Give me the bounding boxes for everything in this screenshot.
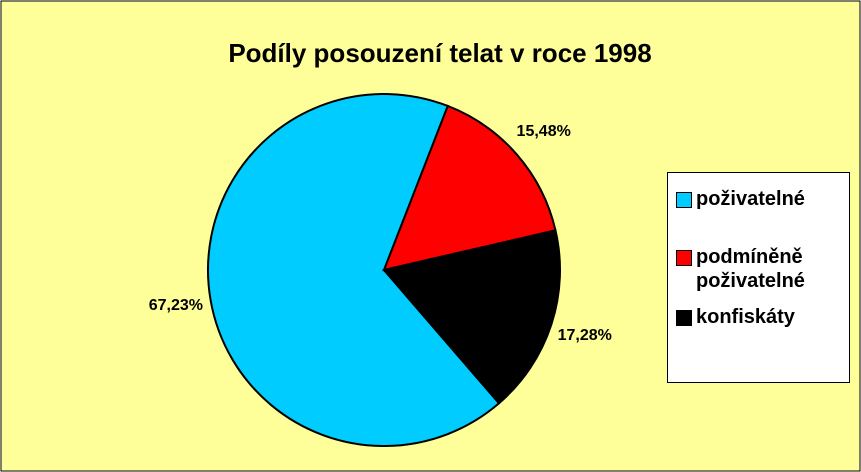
- legend-label: podmíněně poživatelné: [696, 246, 805, 292]
- chart-title: Podíly posouzení telat v roce 1998: [228, 38, 651, 68]
- legend-item: konfiskáty: [676, 305, 845, 329]
- legend-swatch: [676, 310, 692, 326]
- data-label: 17,28%: [558, 327, 612, 344]
- legend-swatch: [676, 192, 692, 208]
- data-label: 15,48%: [517, 123, 571, 140]
- pie-slice: [207, 93, 501, 447]
- legend: poživatelné podmíněně poživatelné konfiská…: [667, 172, 850, 383]
- pie-slice: [382, 229, 561, 405]
- legend-label: poživatelné: [696, 188, 805, 210]
- legend-label: konfiskáty: [696, 306, 795, 328]
- legend-swatch: [676, 250, 692, 266]
- pie-slice: [382, 104, 557, 272]
- legend-item: podmíněně poživatelné: [676, 245, 845, 293]
- legend-item: poživatelné: [676, 187, 845, 211]
- data-label: 67,23%: [149, 297, 203, 314]
